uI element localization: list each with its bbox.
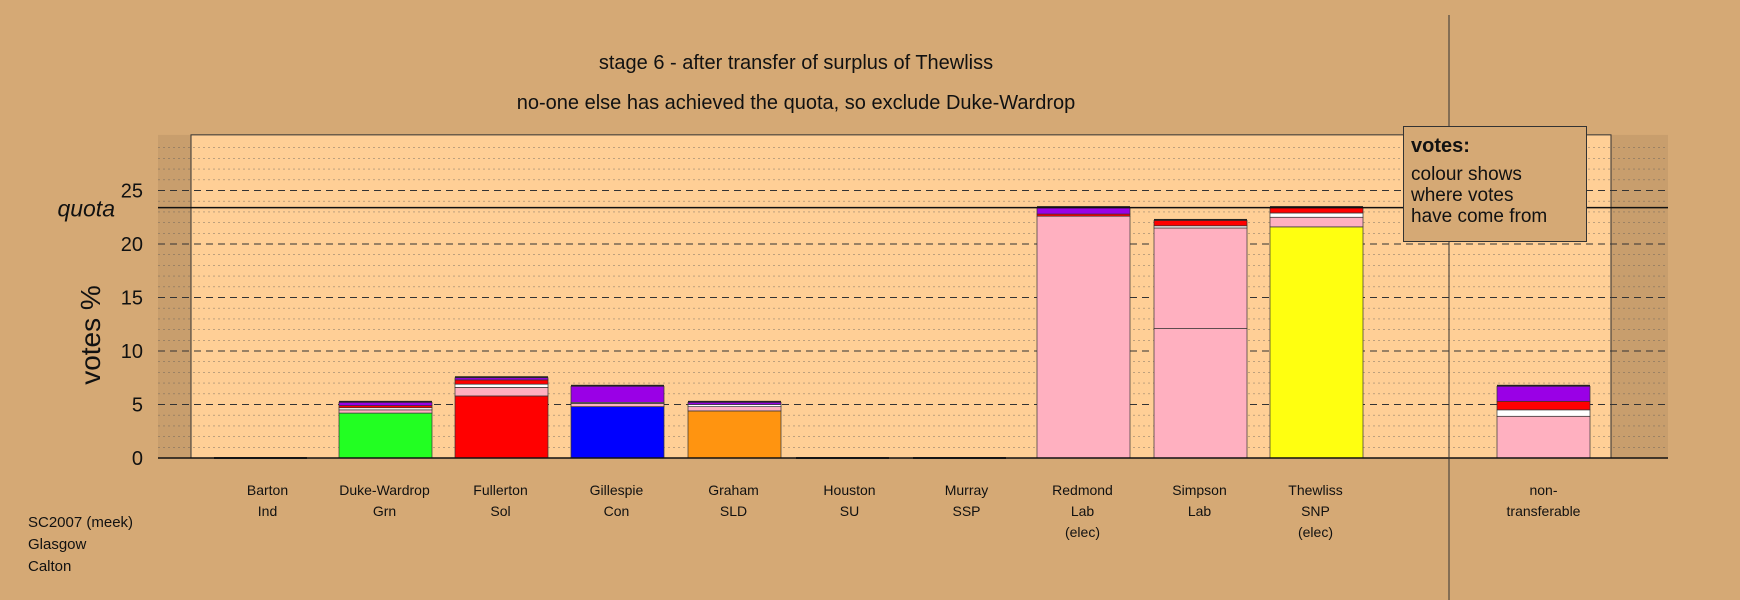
bar-segment xyxy=(570,406,665,459)
category-label-line: transferable xyxy=(1506,503,1581,519)
legend-line-2: where votes xyxy=(1411,185,1514,206)
y-tick-label: 10 xyxy=(121,341,143,363)
legend-box: votes: colour shows where votes have com… xyxy=(1403,126,1587,242)
quota-label: quota xyxy=(57,196,115,222)
category-label-line: Ind xyxy=(257,503,278,519)
category-label-line: Grn xyxy=(372,503,397,519)
bar-segment xyxy=(338,412,433,459)
bar-segment xyxy=(454,387,549,397)
bar-segment xyxy=(1153,328,1248,459)
category-label-line: Houston xyxy=(823,482,876,498)
nontransferable-segment xyxy=(1496,415,1591,459)
footer-line-3: Calton xyxy=(28,558,72,575)
category-label-line: SSP xyxy=(952,503,981,519)
category-label: Fullerton Sol xyxy=(436,480,566,522)
category-label: Duke-Wardrop Grn xyxy=(320,480,450,522)
bar-segment xyxy=(1269,212,1364,218)
bar-segment xyxy=(454,379,549,385)
category-label-line: Murray xyxy=(944,482,989,498)
bar-segment xyxy=(570,403,665,407)
footer-line-2: Glasgow xyxy=(28,536,87,553)
category-label-line: Sol xyxy=(490,503,511,519)
bar-segment xyxy=(454,377,549,381)
category-label-line: Redmond xyxy=(1052,482,1113,498)
y-tick-label: 20 xyxy=(121,234,143,256)
bar-segment xyxy=(338,402,433,406)
category-label-line: (elec) xyxy=(1064,524,1100,540)
y-tick-label: 25 xyxy=(121,181,143,203)
bar-segment xyxy=(687,410,782,459)
bar-top xyxy=(455,376,548,378)
nontransferable-label: non-transferable xyxy=(1479,480,1609,522)
category-label: Barton Ind xyxy=(203,480,333,522)
category-label-line: SNP xyxy=(1301,503,1330,519)
category-label: Houston SU xyxy=(785,480,915,522)
bar-segment xyxy=(570,385,665,403)
bar-top xyxy=(571,384,664,387)
legend-title: votes: xyxy=(1411,135,1470,157)
category-label: Gillespie Con xyxy=(552,480,682,522)
bar-segment xyxy=(1153,227,1248,329)
category-label-line: SU xyxy=(839,503,860,519)
legend-line-3: have come from xyxy=(1411,206,1548,227)
y-tick-label: 0 xyxy=(132,448,143,470)
chart-title: stage 6 - after transfer of surplus of T… xyxy=(598,52,994,74)
chart-subtitle: no-one else has achieved the quota, so e… xyxy=(516,92,1076,114)
y-axis-label: votes % xyxy=(75,285,106,385)
bar-top xyxy=(688,400,781,403)
bar-segment xyxy=(454,395,549,459)
category-label-line: Gillespie xyxy=(589,482,644,498)
nontransferable-segment xyxy=(1496,385,1591,402)
bar-segment xyxy=(687,402,782,405)
bar-segment xyxy=(454,383,549,388)
category-label-line: Con xyxy=(603,503,630,519)
category-label: Thewliss SNP (elec) xyxy=(1251,480,1381,543)
bar-segment xyxy=(1036,215,1131,459)
bar-segment xyxy=(687,406,782,412)
category-label-line: Barton xyxy=(246,482,289,498)
bar-segment xyxy=(1269,207,1364,214)
bar-top xyxy=(1154,218,1247,221)
category-label-line: SLD xyxy=(719,503,748,519)
bar-segment xyxy=(1036,207,1131,215)
category-label-line: Simpson xyxy=(1172,482,1227,498)
category-label: Murray SSP xyxy=(902,480,1032,522)
bar-segment xyxy=(1269,226,1364,459)
legend-line-1: colour shows xyxy=(1411,164,1522,185)
category-label-line: Lab xyxy=(1070,503,1095,519)
nontransferable-segment xyxy=(1496,409,1591,417)
category-label-line: non- xyxy=(1529,482,1558,498)
bar-top xyxy=(339,400,432,403)
nontransferable-segment xyxy=(1496,400,1591,411)
category-label: Redmond Lab (elec) xyxy=(1018,480,1148,543)
category-label-line: Lab xyxy=(1187,503,1212,519)
category-label: Simpson Lab xyxy=(1135,480,1265,522)
category-label-line: Duke-Wardrop xyxy=(339,482,430,498)
category-label-line: Thewliss xyxy=(1288,482,1343,498)
category-label-line: Graham xyxy=(708,482,759,498)
bar-segment xyxy=(1269,216,1364,228)
category-label-line: Fullerton xyxy=(473,482,528,498)
bar-segment xyxy=(338,409,433,414)
category-label-line: (elec) xyxy=(1297,524,1333,540)
nontransferable-top xyxy=(1497,384,1590,387)
bar-segment xyxy=(1153,220,1248,227)
y-tick-label: 15 xyxy=(121,288,143,310)
footer-line-1: SC2007 (meek) xyxy=(28,514,134,531)
category-label: Graham SLD xyxy=(669,480,799,522)
footer-caption: SC2007 (meek) Glasgow Calton xyxy=(28,512,133,578)
y-tick-label: 5 xyxy=(132,395,143,417)
